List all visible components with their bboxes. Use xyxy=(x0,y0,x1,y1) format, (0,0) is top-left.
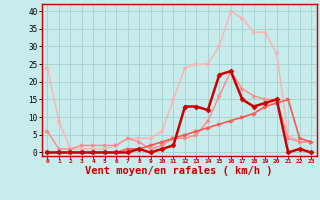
X-axis label: Vent moyen/en rafales ( km/h ): Vent moyen/en rafales ( km/h ) xyxy=(85,166,273,176)
